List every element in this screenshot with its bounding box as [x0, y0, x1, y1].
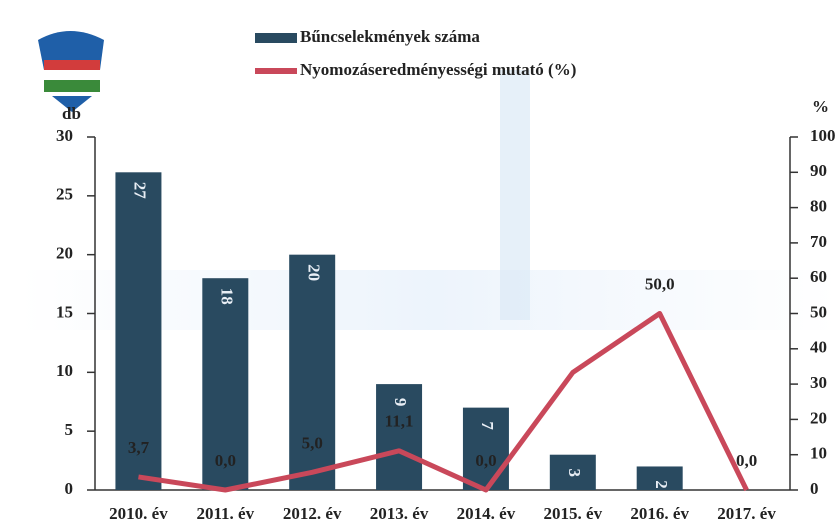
y-tick-label: 0 [65, 479, 74, 498]
y2-tick-label: 100 [810, 126, 836, 145]
y-tick-label: 10 [56, 361, 73, 380]
line-label: 0,0 [736, 451, 757, 470]
line-label: 0,0 [215, 451, 236, 470]
bar-label: 20 [304, 264, 323, 281]
y2-tick-label: 10 [810, 444, 827, 463]
bar-label: 2 [652, 480, 671, 489]
y-tick-label: 15 [56, 302, 73, 321]
x-tick-label: 2011. év [197, 504, 255, 523]
y2-tick-label: 30 [810, 373, 827, 392]
chart: Bűncselekmények száma Nyomozáseredményes… [0, 0, 837, 525]
bar-label: 7 [478, 421, 497, 430]
y-axis-title: db [62, 104, 81, 123]
watermark [500, 70, 530, 320]
line-label: 50,0 [645, 274, 675, 293]
y-tick-label: 25 [56, 185, 73, 204]
x-tick-label: 2016. év [630, 504, 689, 523]
legend-label: Bűncselekmények száma [300, 27, 480, 46]
y-tick-label: 20 [56, 244, 73, 263]
x-tick-label: 2013. év [370, 504, 429, 523]
y2-tick-label: 60 [810, 267, 827, 286]
y2-tick-label: 20 [810, 408, 827, 427]
x-tick-label: 2010. év [109, 504, 168, 523]
x-tick-label: 2017. év [717, 504, 776, 523]
x-tick-label: 2015. év [544, 504, 603, 523]
legend-label: Nyomozáseredményességi mutató (%) [300, 60, 576, 79]
y-tick-label: 5 [65, 420, 74, 439]
y2-tick-label: 80 [810, 197, 827, 216]
bar [289, 255, 335, 490]
x-tick-label: 2014. év [457, 504, 516, 523]
y-tick-label: 30 [56, 126, 73, 145]
bar-label: 18 [217, 288, 236, 305]
y2-tick-label: 0 [810, 479, 819, 498]
line-label: 3,7 [128, 438, 150, 457]
legend-swatch [255, 68, 297, 74]
line-label: 5,0 [302, 433, 323, 452]
bar-label: 3 [565, 468, 584, 477]
legend-swatch [255, 33, 297, 43]
bar-label: 9 [391, 398, 410, 407]
bar [463, 408, 509, 490]
y2-tick-label: 40 [810, 338, 827, 357]
bar-label: 27 [131, 182, 150, 200]
x-tick-label: 2012. év [283, 504, 342, 523]
y2-axis-title: % [812, 97, 829, 116]
y2-tick-label: 70 [810, 232, 827, 251]
y2-tick-label: 90 [810, 161, 827, 180]
y2-tick-label: 50 [810, 302, 827, 321]
line-label: 0,0 [475, 451, 496, 470]
line-label: 11,1 [385, 412, 414, 431]
